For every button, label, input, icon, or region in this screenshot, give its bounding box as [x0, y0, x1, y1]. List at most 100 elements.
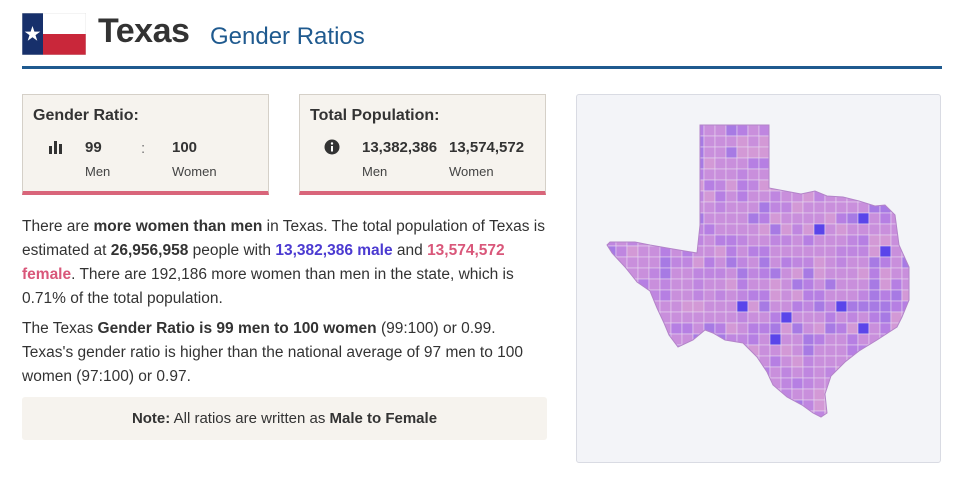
county-cell: [924, 169, 935, 180]
ratio-men-value: 99: [85, 139, 102, 156]
county-cell: [670, 322, 683, 335]
county-cell: [803, 422, 814, 433]
county-cell: [615, 168, 628, 181]
county-cell: [769, 245, 782, 258]
bar-chart-icon: [49, 141, 62, 154]
county-cell: [615, 322, 628, 335]
county-cell: [626, 146, 639, 159]
county-cell: [670, 388, 683, 401]
county-cell: [935, 279, 940, 290]
county-cell: [924, 356, 935, 367]
county-cell: [913, 345, 924, 356]
texas-county-map[interactable]: [577, 95, 940, 462]
county-cell: [824, 135, 837, 148]
county-cell: [714, 157, 727, 170]
county-cell: [725, 377, 738, 390]
county-cell: [648, 168, 661, 181]
county-cell: [714, 410, 727, 417]
county-cell: [791, 157, 804, 170]
county-cell: [692, 377, 705, 390]
county-cell: [637, 267, 650, 280]
county-cell: [846, 234, 859, 247]
county-cell: [714, 146, 727, 159]
county-cell: [835, 278, 848, 291]
county-cell: [758, 190, 771, 203]
county-cell: [891, 433, 902, 444]
p1-male-count: 13,382,386 male: [275, 242, 393, 259]
county-cell: [846, 289, 859, 302]
county-cell: [825, 444, 836, 455]
county-cell: [736, 146, 749, 159]
county-cell: [681, 179, 694, 192]
county-cell: [913, 279, 924, 290]
county-cell: [725, 278, 738, 291]
county-cell: [714, 179, 727, 192]
county-cell: [780, 377, 793, 390]
county-cell: [813, 267, 826, 280]
county-cell: [715, 433, 726, 444]
county-cell: [692, 399, 705, 412]
county-cell: [703, 322, 716, 335]
county-cell: [648, 157, 661, 170]
county-cell: [671, 444, 682, 455]
county-cell: [607, 322, 617, 335]
county-cell: [670, 190, 683, 203]
county-cell: [813, 388, 826, 401]
note-bold: Male to Female: [329, 410, 438, 427]
county-cell: [758, 146, 771, 159]
county-cell: [913, 367, 924, 378]
county-cell: [769, 223, 782, 236]
county-cell: [935, 246, 940, 257]
county-cell: [802, 201, 815, 214]
county-cell: [607, 344, 617, 357]
county-cell: [607, 410, 617, 417]
county-cell: [626, 168, 639, 181]
county-cell: [747, 157, 760, 170]
county-cell: [681, 146, 694, 159]
county-cell: [615, 234, 628, 247]
county-cell: [857, 223, 870, 236]
p1-text-4: and: [392, 242, 428, 259]
county-cell: [924, 400, 935, 411]
county-cell: [935, 158, 940, 169]
county-cell: [935, 147, 940, 158]
county-cell: [791, 135, 804, 148]
county-cell: [747, 410, 760, 417]
county-cell: [857, 410, 870, 417]
county-cell: [814, 433, 825, 444]
county-cell: [901, 289, 909, 302]
county-cell: [703, 245, 716, 258]
county-cell: [813, 333, 826, 346]
county-cell: [607, 179, 617, 192]
county-cell: [769, 311, 782, 324]
county-cell: [890, 168, 903, 181]
county-cell: [648, 125, 661, 137]
county-cell: [769, 300, 782, 313]
county-cell: [780, 256, 793, 269]
county-cell: [901, 278, 909, 291]
county-cell: [890, 190, 903, 203]
county-cell: [747, 278, 760, 291]
county-cell: [607, 377, 617, 390]
county-cell: [637, 289, 650, 302]
county-cell: [637, 125, 650, 137]
county-cell: [935, 180, 940, 191]
p1-text-1: There are: [22, 218, 94, 235]
county-cell: [813, 146, 826, 159]
county-cell: [846, 245, 859, 258]
county-cell: [780, 234, 793, 247]
county-cell: [857, 190, 870, 203]
county-cell: [627, 433, 638, 444]
county-cell: [714, 190, 727, 203]
county-cell: [846, 157, 859, 170]
county-cell: [769, 157, 782, 170]
county-cell: [890, 399, 903, 412]
p2-text-2: (99:100) or 0.99. Texas's gender ratio i…: [22, 320, 524, 385]
county-cell: [758, 410, 771, 417]
county-cell: [868, 125, 881, 137]
county-cell: [703, 223, 716, 236]
county-cell: [857, 168, 870, 181]
county-cell: [924, 389, 935, 400]
county-cell: [607, 300, 617, 313]
county-cell: [759, 444, 770, 455]
